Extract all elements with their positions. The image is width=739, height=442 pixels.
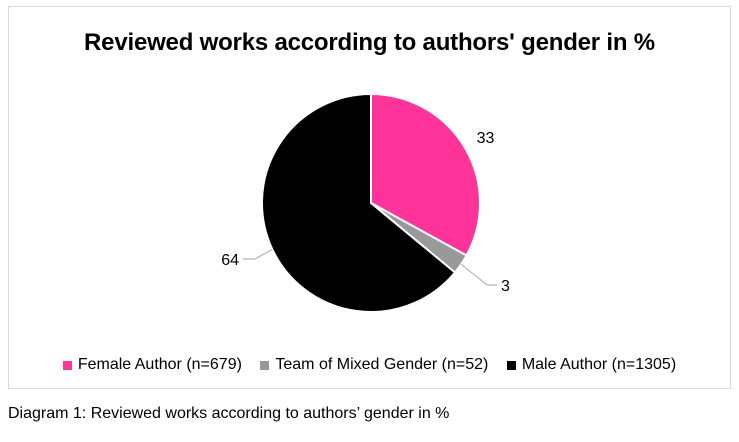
chart-frame: Reviewed works according to authors' gen… [8,6,731,389]
leader-line-mixed [460,263,497,286]
legend-item-male: Male Author (n=1305) [506,356,677,374]
legend-item-female: Female Author (n=679) [62,356,242,374]
legend-item-mixed: Team of Mixed Gender (n=52) [260,356,488,374]
legend-swatch-mixed [260,360,270,370]
leader-line-male [243,248,273,260]
pie-slice-male [261,92,457,313]
legend-label-female: Female Author (n=679) [77,356,242,373]
data-label-mixed: 3 [501,278,510,295]
legend-label-mixed: Team of Mixed Gender (n=52) [275,356,489,373]
figure-caption: Diagram 1: Reviewed works according to a… [8,405,450,422]
pie-slice-female [370,92,481,257]
data-label-male: 64 [221,252,239,269]
legend-swatch-female [62,360,72,370]
chart-legend: Female Author (n=679) Team of Mixed Gend… [9,356,730,375]
chart-title: Reviewed works according to authors' gen… [84,29,655,56]
legend-label-male: Male Author (n=1305) [521,356,677,373]
data-label-female: 33 [477,130,495,147]
legend-swatch-male [506,360,516,370]
